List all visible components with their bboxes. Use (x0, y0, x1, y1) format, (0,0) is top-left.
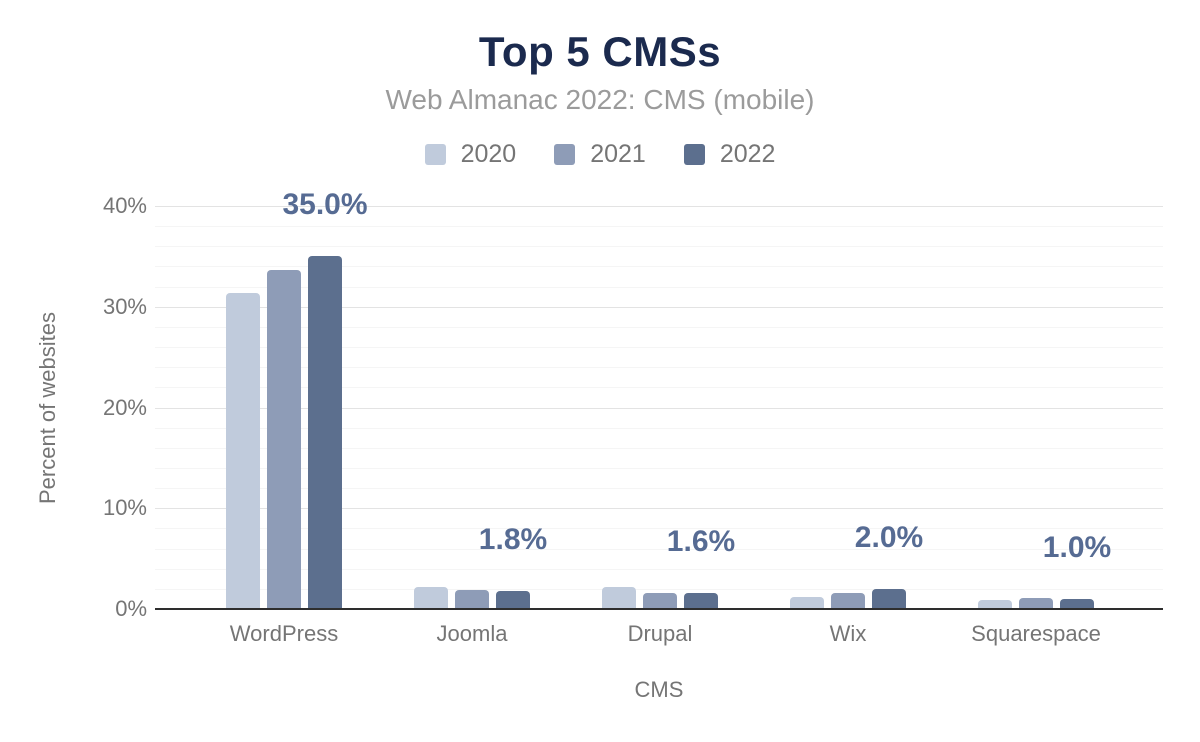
gridline-major (155, 508, 1163, 509)
data-label-drupal: 1.6% (666, 525, 736, 558)
x-tick-label-joomla: Joomla (436, 621, 508, 646)
chart-subtitle: Web Almanac 2022: CMS (mobile) (385, 84, 815, 115)
bar-joomla-2020[interactable] (414, 587, 448, 609)
x-axis-title: CMS (634, 677, 684, 702)
gridline-minor (155, 448, 1163, 449)
gridline-major (155, 408, 1163, 409)
data-label-squarespace: 1.0% (1042, 531, 1112, 564)
gridline-minor (155, 327, 1163, 328)
bar-drupal-2020[interactable] (602, 587, 636, 609)
legend-item-2020: 2020 (424, 140, 517, 168)
bar-wordpress-2021[interactable] (267, 270, 301, 609)
bar-joomla-2021[interactable] (455, 590, 489, 609)
gridline-minor (155, 528, 1163, 529)
bar-squarespace-2020[interactable] (978, 600, 1012, 609)
bar-wix-2021[interactable] (831, 593, 865, 609)
bar-wix-2022[interactable] (872, 589, 906, 609)
x-tick-label-wix: Wix (829, 621, 867, 646)
y-axis-title: Percent of websites (35, 312, 60, 504)
bar-wix-2020[interactable] (790, 597, 824, 609)
legend-item-2021: 2021 (554, 142, 646, 167)
x-tick-label-squarespace: Squarespace (971, 621, 1101, 646)
bar-squarespace-2022[interactable] (1060, 599, 1094, 609)
y-tick-label: 20% (102, 395, 147, 420)
legend-item-2022: 2022 (683, 140, 776, 168)
x-tick-label-drupal: Drupal (627, 621, 693, 646)
legend: 2020 2021 2022 (0, 142, 1200, 167)
bar-drupal-2021[interactable] (643, 593, 677, 609)
gridline-minor (155, 549, 1163, 550)
gridline-minor (155, 287, 1163, 288)
y-tick-label: 30% (102, 294, 147, 319)
gridline-minor (155, 569, 1163, 570)
y-tick-label: 10% (102, 495, 147, 520)
y-tick-label: 40% (102, 193, 147, 218)
legend-label: 2021 (590, 140, 646, 168)
gridline-minor (155, 347, 1163, 348)
chart-title: Top 5 CMSs (478, 28, 722, 75)
legend-swatch-icon (424, 144, 446, 165)
bar-wordpress-2022[interactable] (308, 256, 342, 609)
data-label-joomla: 1.8% (478, 523, 548, 556)
x-tick-label-wordpress: WordPress (229, 621, 339, 646)
legend-swatch-icon (554, 144, 576, 165)
gridline-minor (155, 387, 1163, 388)
gridline-minor (155, 468, 1163, 469)
gridline-minor (155, 367, 1163, 368)
gridline-minor (155, 226, 1163, 227)
gridline-minor (155, 266, 1163, 267)
data-label-wordpress: 35.0% (282, 188, 368, 221)
bar-drupal-2022[interactable] (684, 593, 718, 609)
legend-label: 2022 (719, 140, 776, 168)
gridline-major (155, 307, 1163, 308)
bar-joomla-2022[interactable] (496, 591, 530, 609)
data-label-wix: 2.0% (854, 521, 924, 554)
legend-label: 2020 (460, 140, 517, 168)
gridline-minor (155, 589, 1163, 590)
gridline-major (155, 206, 1163, 207)
legend-swatch-icon (683, 144, 705, 165)
x-axis-line (155, 608, 1163, 610)
gridline-minor (155, 246, 1163, 247)
y-tick-label: 0% (115, 596, 147, 621)
gridline-minor (155, 428, 1163, 429)
gridline-minor (155, 488, 1163, 489)
bar-squarespace-2021[interactable] (1019, 598, 1053, 609)
bar-wordpress-2020[interactable] (226, 293, 260, 609)
